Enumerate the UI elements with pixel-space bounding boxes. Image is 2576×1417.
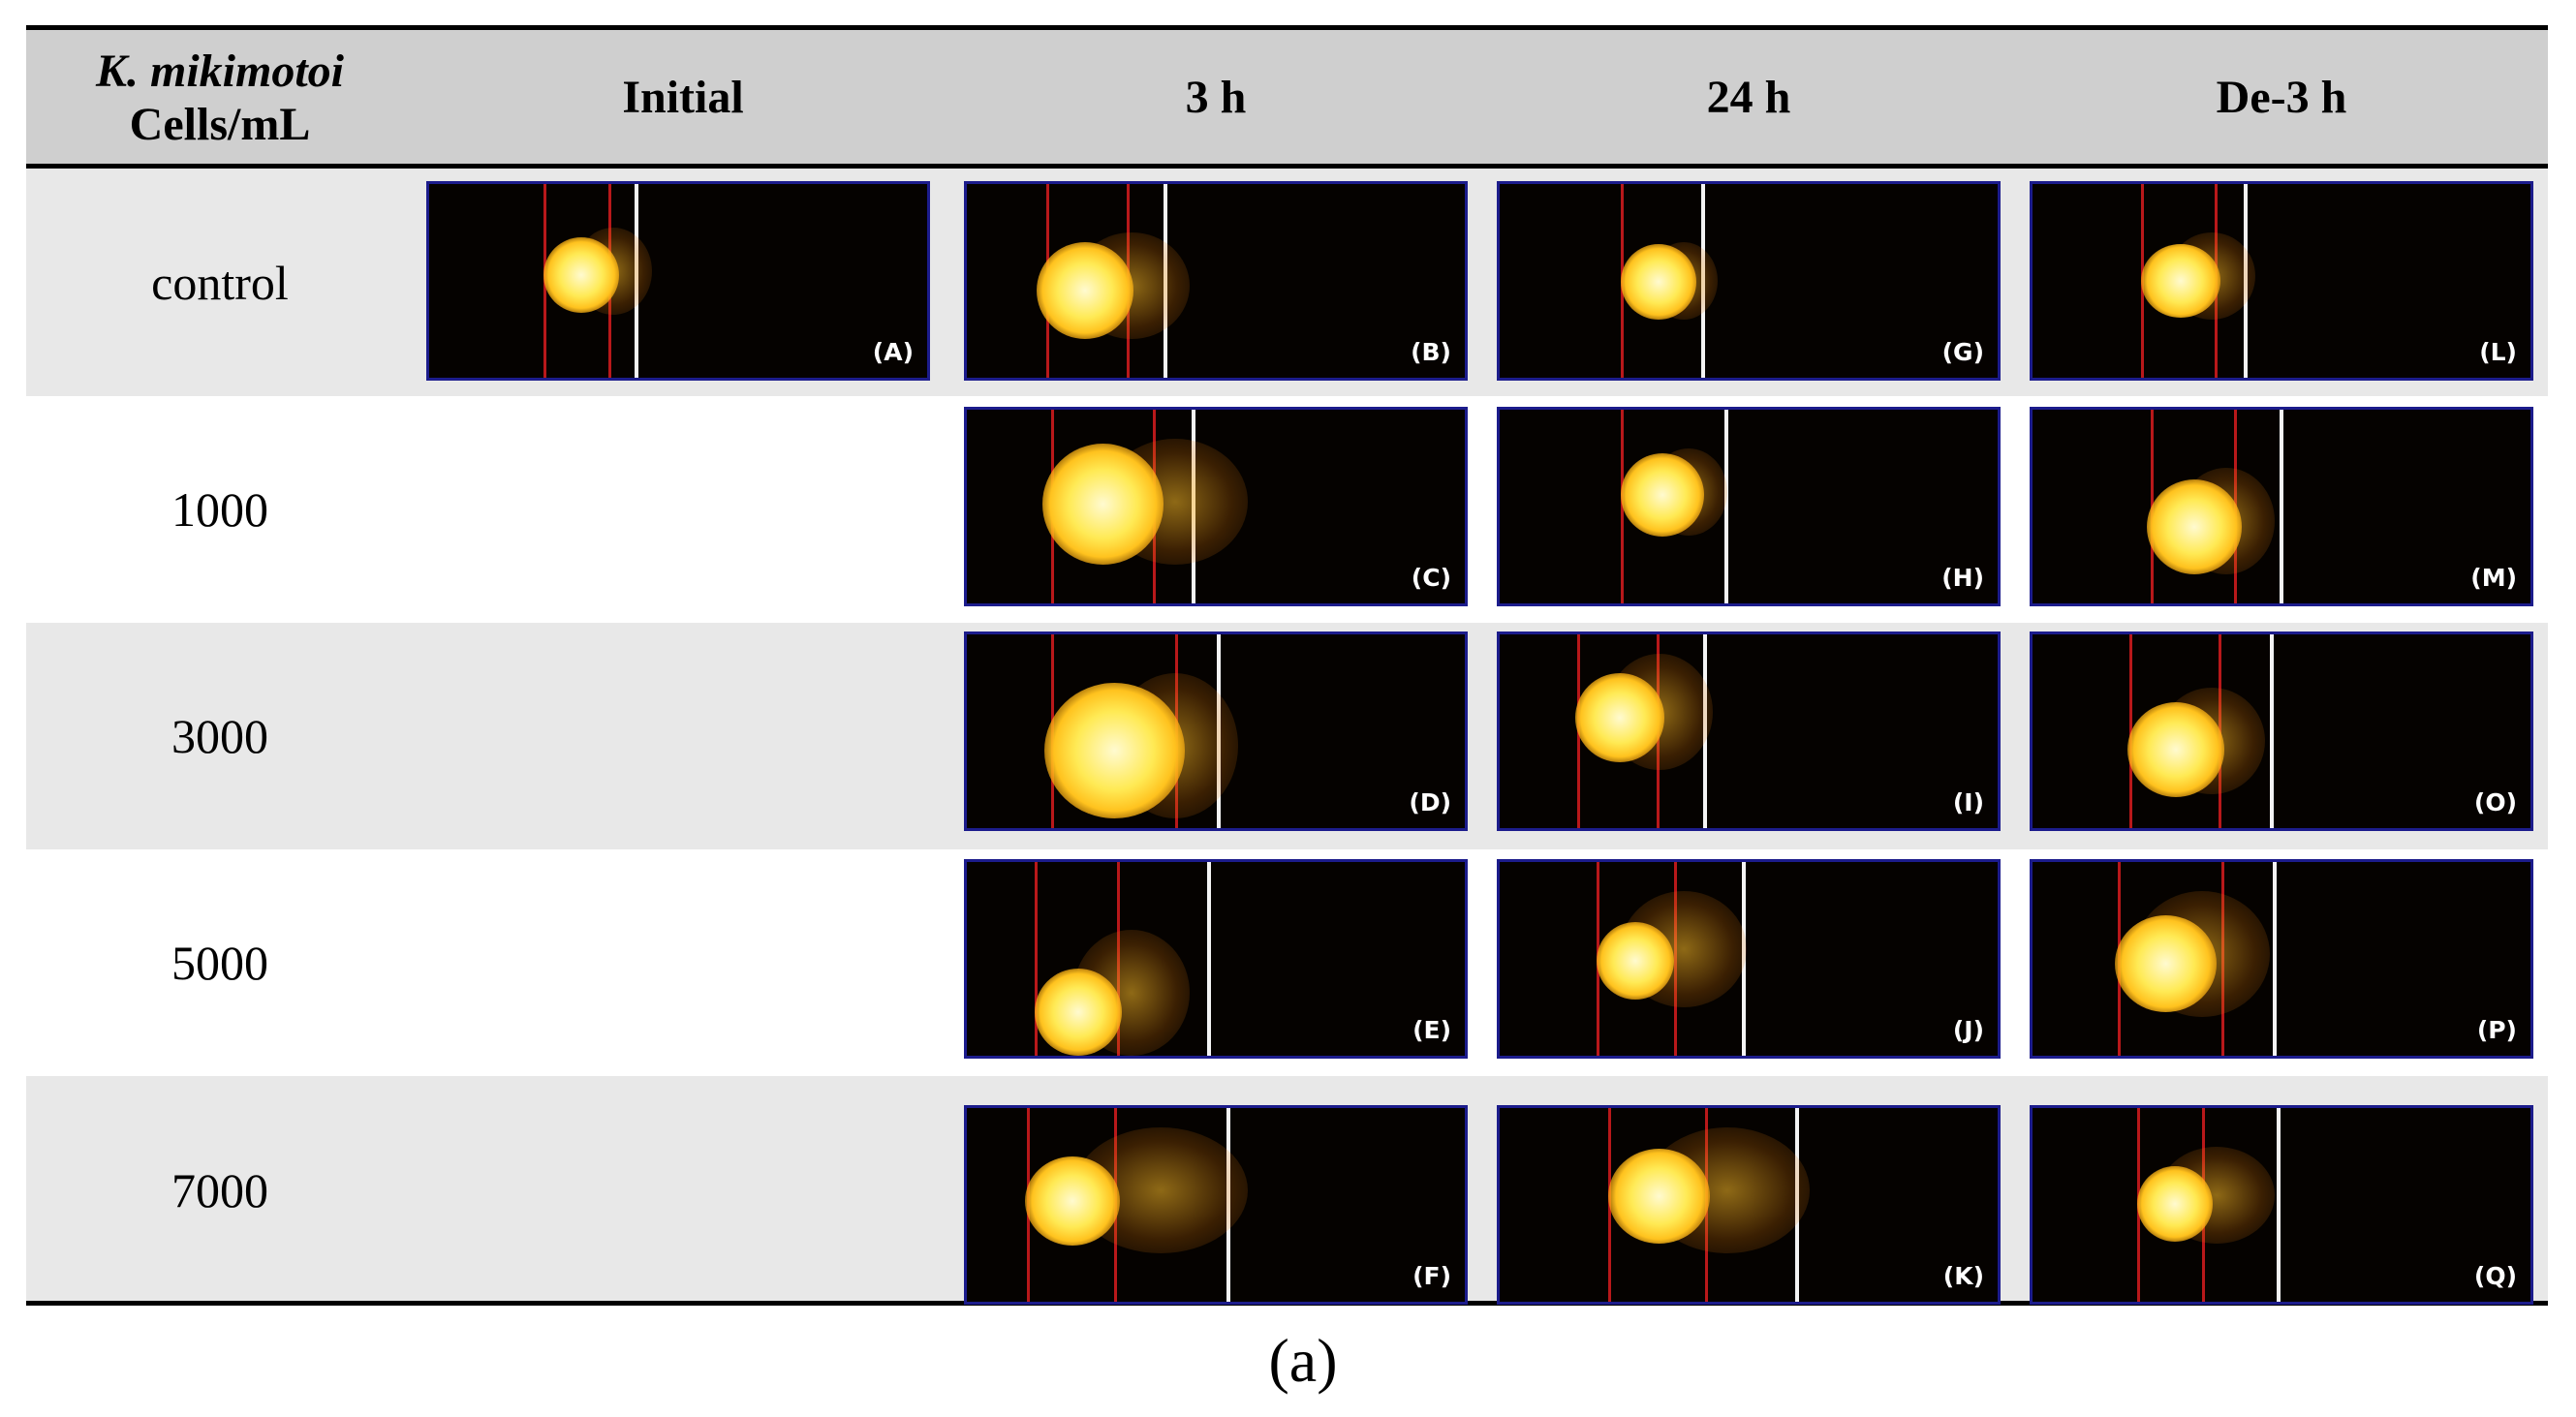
panel-label: (K)	[1942, 1262, 1984, 1290]
comet-image-E: (E)	[964, 859, 1468, 1059]
row-label-3000: 3000	[171, 709, 268, 763]
comet-image-K: (K)	[1497, 1105, 2001, 1305]
comet-image-Q: (Q)	[2030, 1105, 2533, 1305]
panel-label: (E)	[1412, 1016, 1451, 1044]
panel-label: (G)	[1941, 338, 1984, 366]
column-header-initial: Initial	[622, 72, 744, 124]
comet-image-F: (F)	[964, 1105, 1468, 1305]
comet-image-M: (M)	[2030, 407, 2533, 606]
comet-image-P: (P)	[2030, 859, 2533, 1059]
panel-label: (J)	[1952, 1016, 1984, 1044]
panel-label: (B)	[1411, 338, 1451, 366]
table-header-band	[26, 29, 2548, 165]
comet-image-A: (A)	[426, 181, 930, 381]
column-header-3h: 3 h	[1185, 72, 1247, 124]
row-label-5000: 5000	[171, 936, 268, 990]
panel-label: (D)	[1409, 788, 1451, 816]
comet-image-D: (D)	[964, 631, 1468, 831]
panel-label: (Q)	[2473, 1262, 2517, 1290]
top-rule	[26, 25, 2548, 30]
panel-label: (I)	[1952, 788, 1984, 816]
comet-image-B: (B)	[964, 181, 1468, 381]
panel-label: (C)	[1411, 564, 1451, 592]
panel-label: (A)	[872, 338, 914, 366]
comet-image-J: (J)	[1497, 859, 2001, 1059]
column-header-de3h: De-3 h	[2216, 72, 2347, 124]
header-species-unit: K. mikimotoi Cells/mL	[26, 35, 414, 161]
comet-image-G: (G)	[1497, 181, 2001, 381]
comet-image-O: (O)	[2030, 631, 2533, 831]
panel-label: (F)	[1412, 1262, 1451, 1290]
species-name: K. mikimotoi	[95, 45, 345, 97]
figure-caption: (a)	[1268, 1326, 1338, 1395]
row-label-7000: 7000	[171, 1162, 268, 1217]
panel-label: (H)	[1941, 564, 1984, 592]
row-label-control: control	[151, 255, 289, 310]
comet-image-H: (H)	[1497, 407, 2001, 606]
comet-image-I: (I)	[1497, 631, 2001, 831]
comet-image-C: (C)	[964, 407, 1468, 606]
panel-label: (M)	[2470, 564, 2517, 592]
column-header-24h: 24 h	[1706, 72, 1791, 124]
comet-image-L: (L)	[2030, 181, 2533, 381]
panel-label: (O)	[2473, 788, 2517, 816]
panel-label: (L)	[2479, 338, 2517, 366]
header-rule	[26, 164, 2548, 169]
panel-label: (P)	[2476, 1016, 2517, 1044]
unit-label: Cells/mL	[129, 99, 311, 150]
row-label-1000: 1000	[171, 482, 268, 537]
